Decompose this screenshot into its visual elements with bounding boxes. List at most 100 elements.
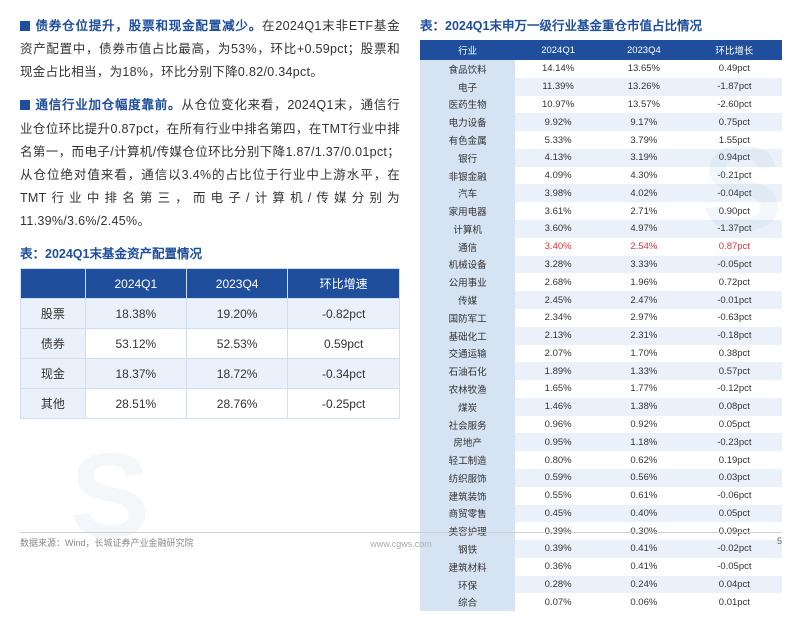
table-row: 汽车3.98%4.02%-0.04pct xyxy=(420,184,782,202)
table-cell: 0.24% xyxy=(601,576,687,594)
table-header-cell: 2024Q1 xyxy=(85,269,186,299)
table-row: 债券53.12%52.53%0.59pct xyxy=(21,329,400,359)
table-cell: -0.34pct xyxy=(288,359,400,389)
table-cell: -0.05pct xyxy=(687,558,782,576)
table-row: 建筑材料0.36%0.41%-0.05pct xyxy=(420,558,782,576)
table-cell: 汽车 xyxy=(420,184,515,202)
table-cell: 通信 xyxy=(420,238,515,256)
table-cell: 0.01pct xyxy=(687,593,782,611)
table-cell: 18.72% xyxy=(186,359,287,389)
table-cell: 建筑装饰 xyxy=(420,487,515,505)
table-cell: 公用事业 xyxy=(420,273,515,291)
table-cell: 4.97% xyxy=(601,220,687,238)
table-row: 其他28.51%28.76%-0.25pct xyxy=(21,389,400,419)
table-row: 农林牧渔1.65%1.77%-0.12pct xyxy=(420,380,782,398)
table-cell: 股票 xyxy=(21,299,86,329)
table-cell: 2.07% xyxy=(515,345,601,363)
table-cell: 0.56% xyxy=(601,469,687,487)
table-cell: 2.34% xyxy=(515,309,601,327)
table-row: 轻工制造0.80%0.62%0.19pct xyxy=(420,451,782,469)
table-cell: 食品饮料 xyxy=(420,60,515,78)
table-cell: -2.60pct xyxy=(687,96,782,114)
table-cell: 2.71% xyxy=(601,202,687,220)
table-cell: 0.38pct xyxy=(687,345,782,363)
table-cell: -0.25pct xyxy=(288,389,400,419)
table-cell: 传媒 xyxy=(420,291,515,309)
table-cell: 0.04pct xyxy=(687,576,782,594)
table-cell: 0.07% xyxy=(515,593,601,611)
table-cell: 电子 xyxy=(420,78,515,96)
table-cell: 0.03pct xyxy=(687,469,782,487)
table-cell: 0.06% xyxy=(601,593,687,611)
table-row: 计算机3.60%4.97%-1.37pct xyxy=(420,220,782,238)
page-content: 债券仓位提升，股票和现金配置减少。在2024Q1末非ETF基金资产配置中，债券市… xyxy=(0,0,802,621)
table-cell: 53.12% xyxy=(85,329,186,359)
table-cell: 19.20% xyxy=(186,299,287,329)
table-cell: 其他 xyxy=(21,389,86,419)
table-cell: 1.65% xyxy=(515,380,601,398)
table-cell: 3.79% xyxy=(601,131,687,149)
table-cell: 11.39% xyxy=(515,78,601,96)
table-cell: 0.62% xyxy=(601,451,687,469)
table-header-cell: 2023Q4 xyxy=(186,269,287,299)
table-cell: 0.49pct xyxy=(687,60,782,78)
table-cell: 10.97% xyxy=(515,96,601,114)
table-cell: 1.18% xyxy=(601,433,687,451)
table-cell: 银行 xyxy=(420,149,515,167)
table-header-cell xyxy=(21,269,86,299)
table-cell: 1.70% xyxy=(601,345,687,363)
table-cell: 2.13% xyxy=(515,327,601,345)
table-cell: 石油石化 xyxy=(420,362,515,380)
table-cell: 综合 xyxy=(420,593,515,611)
table-row: 电子11.39%13.26%-1.87pct xyxy=(420,78,782,96)
table-cell: 计算机 xyxy=(420,220,515,238)
table-cell: 0.36% xyxy=(515,558,601,576)
table-cell: 18.37% xyxy=(85,359,186,389)
table-cell: 4.02% xyxy=(601,184,687,202)
table-header-cell: 环比增速 xyxy=(288,269,400,299)
table-cell: -0.21pct xyxy=(687,167,782,185)
table-cell: 3.60% xyxy=(515,220,601,238)
table-row: 建筑装饰0.55%0.61%-0.06pct xyxy=(420,487,782,505)
table-cell: 0.61% xyxy=(601,487,687,505)
table-row: 交通运输2.07%1.70%0.38pct xyxy=(420,345,782,363)
table-cell: 非银金融 xyxy=(420,167,515,185)
table-cell: 0.72pct xyxy=(687,273,782,291)
table-cell: 现金 xyxy=(21,359,86,389)
table-header-cell: 行业 xyxy=(420,40,515,60)
table-cell: 3.40% xyxy=(515,238,601,256)
table-cell: -0.01pct xyxy=(687,291,782,309)
table-row: 社会服务0.96%0.92%0.05pct xyxy=(420,416,782,434)
table-cell: 0.40% xyxy=(601,505,687,523)
table-cell: 1.89% xyxy=(515,362,601,380)
table-cell: 0.90pct xyxy=(687,202,782,220)
table-row: 煤炭1.46%1.38%0.08pct xyxy=(420,398,782,416)
table-row: 现金18.37%18.72%-0.34pct xyxy=(21,359,400,389)
table-row: 非银金融4.09%4.30%-0.21pct xyxy=(420,167,782,185)
table-cell: 环保 xyxy=(420,576,515,594)
table-cell: 18.38% xyxy=(85,299,186,329)
asset-allocation-table: 2024Q12023Q4环比增速 股票18.38%19.20%-0.82pct债… xyxy=(20,268,400,419)
table-cell: 纺织服饰 xyxy=(420,469,515,487)
table-header-cell: 2023Q4 xyxy=(601,40,687,60)
table-cell: 0.19pct xyxy=(687,451,782,469)
table-cell: 煤炭 xyxy=(420,398,515,416)
table-header-cell: 2024Q1 xyxy=(515,40,601,60)
table-cell: 0.05pct xyxy=(687,505,782,523)
table-cell: 有色金属 xyxy=(420,131,515,149)
table-cell: 3.98% xyxy=(515,184,601,202)
table-cell: 0.55% xyxy=(515,487,601,505)
table-row: 石油石化1.89%1.33%0.57pct xyxy=(420,362,782,380)
table-cell: 0.08pct xyxy=(687,398,782,416)
table-row: 商贸零售0.45%0.40%0.05pct xyxy=(420,505,782,523)
table-cell: 国防军工 xyxy=(420,309,515,327)
table-cell: -0.18pct xyxy=(687,327,782,345)
table-cell: 房地产 xyxy=(420,433,515,451)
table-cell: 0.59pct xyxy=(288,329,400,359)
table-cell: 9.17% xyxy=(601,113,687,131)
table-cell: 2.68% xyxy=(515,273,601,291)
industry-holdings-table: 行业2024Q12023Q4环比增长 食品饮料14.14%13.65%0.49p… xyxy=(420,40,782,611)
table-cell: 家用电器 xyxy=(420,202,515,220)
small-table-title: 表：2024Q1末基金资产配置情况 xyxy=(20,243,400,262)
table-cell: 3.19% xyxy=(601,149,687,167)
